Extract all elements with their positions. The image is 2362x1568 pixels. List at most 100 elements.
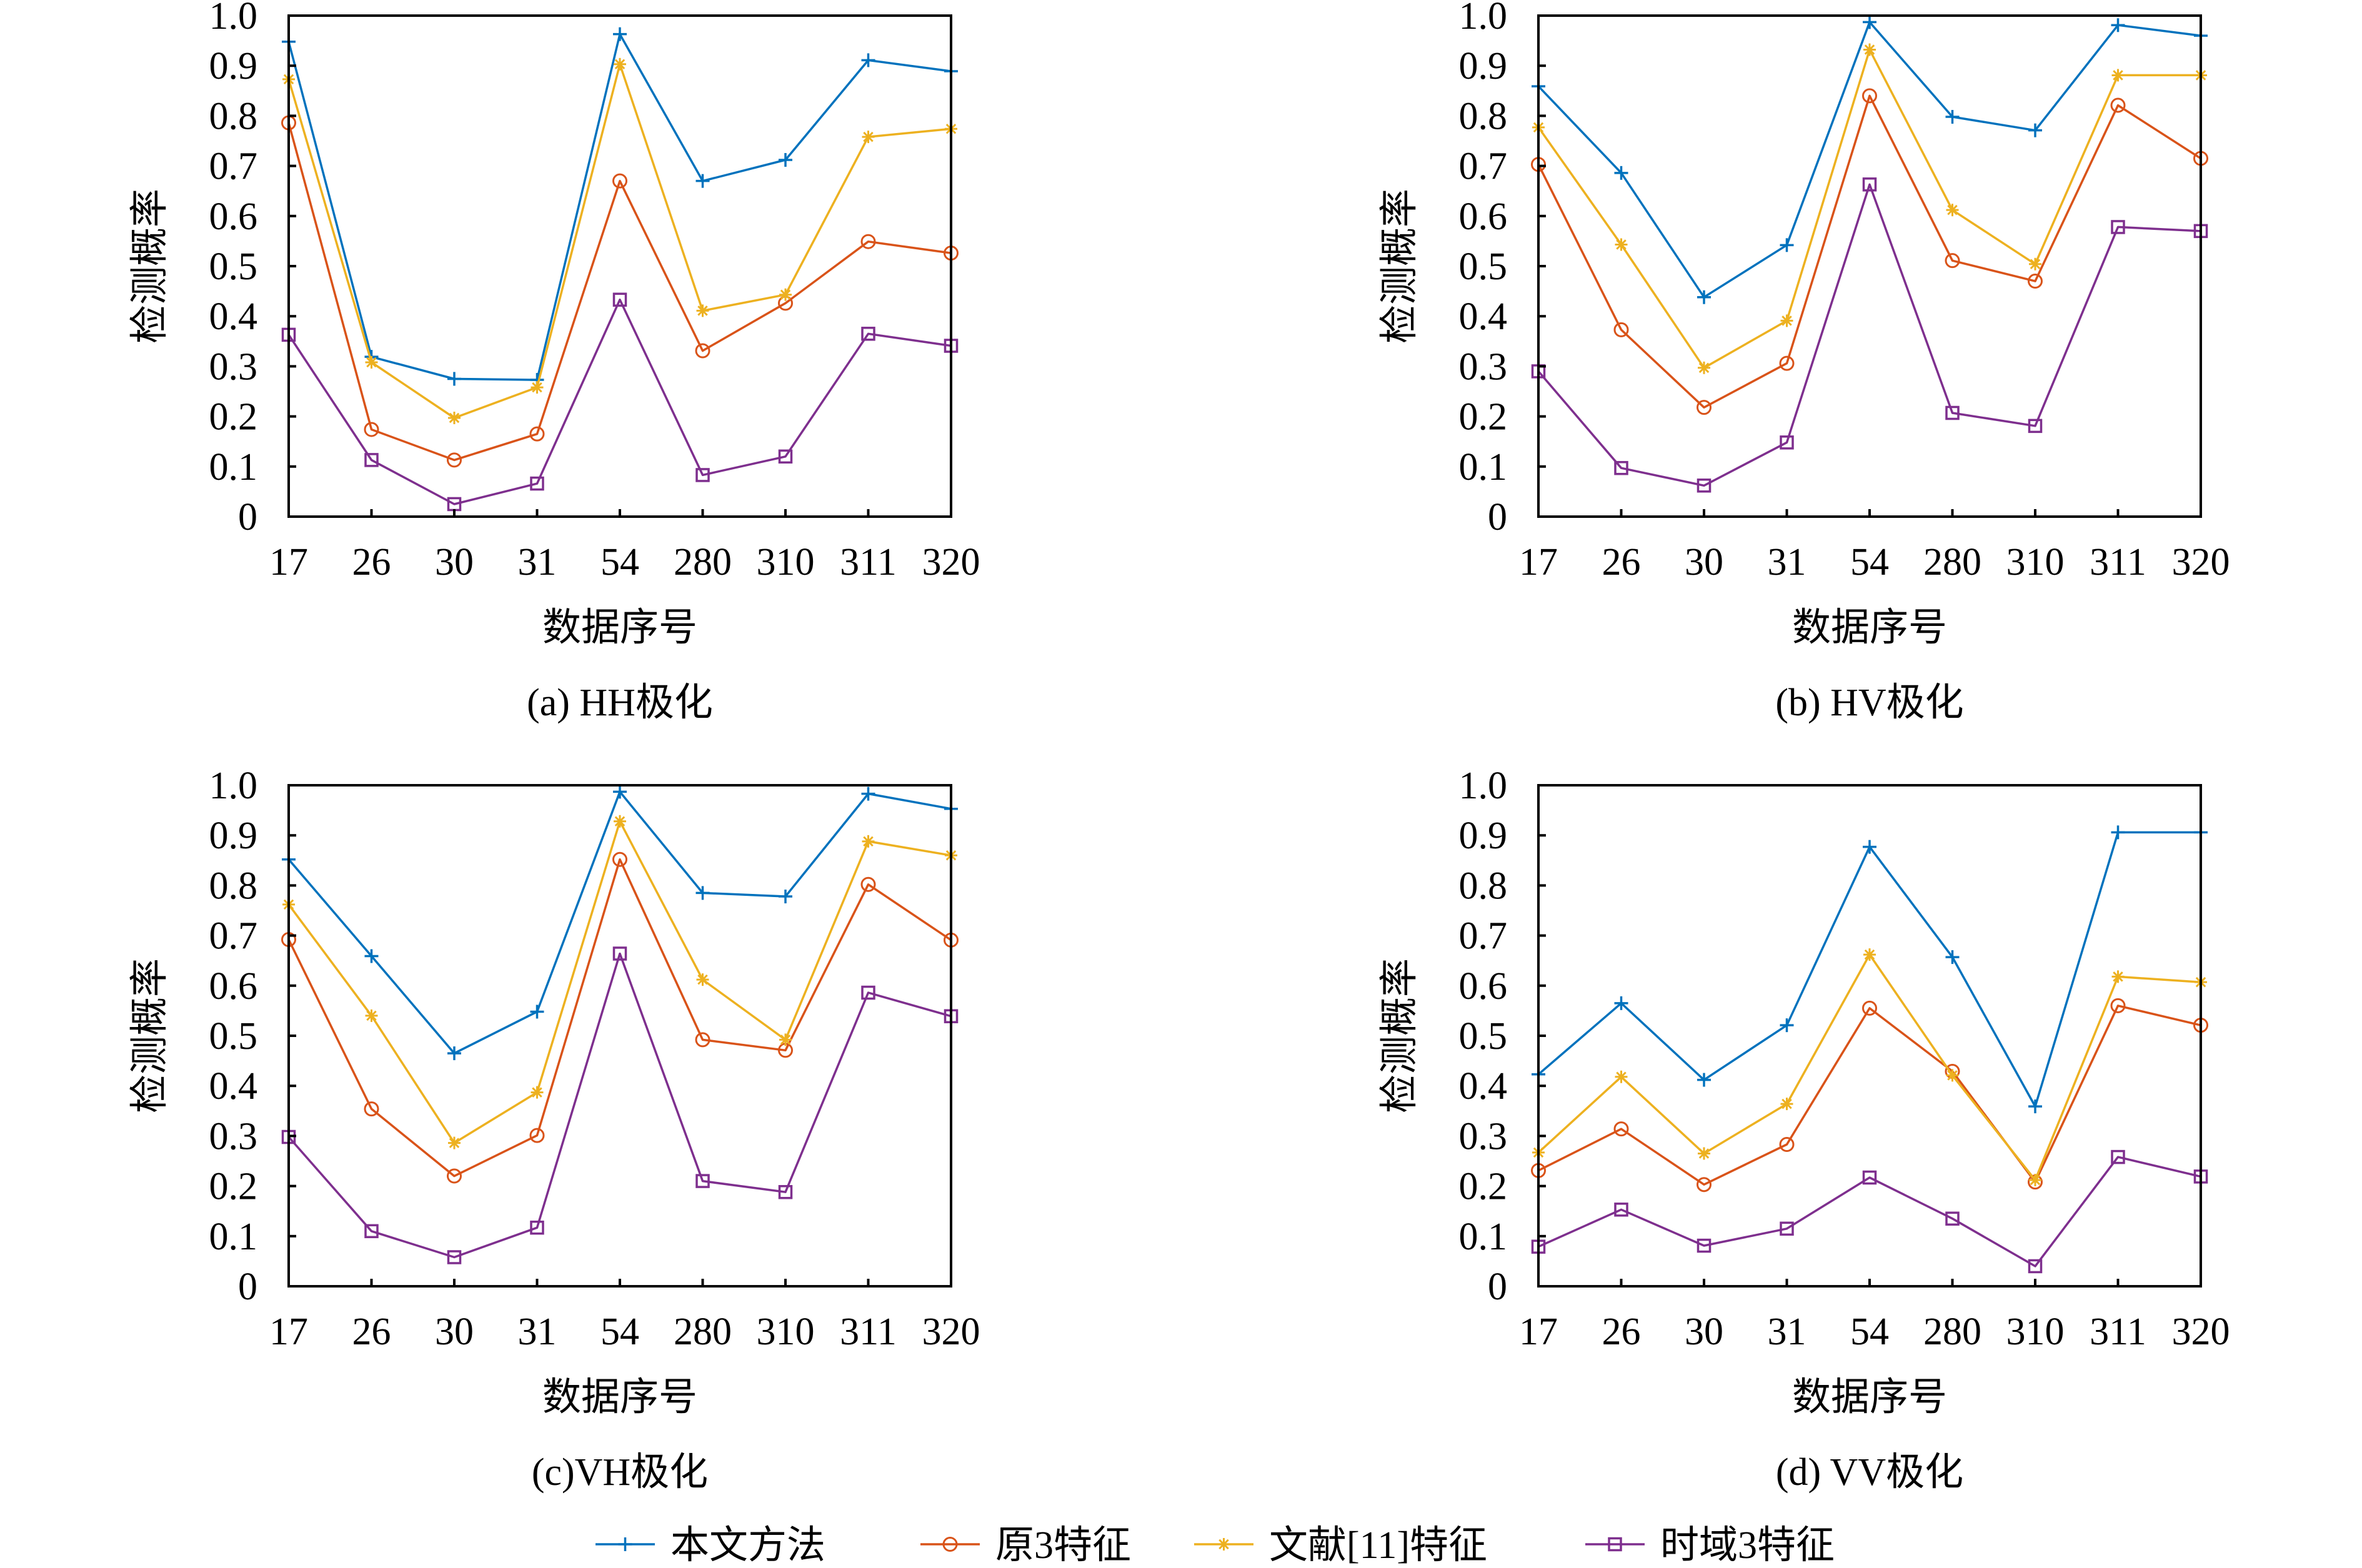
data-point-original-3-features-31	[529, 426, 545, 442]
data-point-ref11-features-280	[696, 973, 709, 986]
data-point-ref11-features-310	[2029, 1173, 2041, 1186]
x-tick-label: 310	[757, 1311, 815, 1353]
data-point-original-3-features-54	[1862, 88, 1877, 104]
legend-label: 原3特征	[995, 1524, 1131, 1567]
data-point-ref11-features-280	[696, 304, 709, 317]
data-point-time-domain-3-features-30	[447, 1250, 462, 1264]
data-point-time-domain-3-features-26	[364, 453, 379, 467]
x-tick-label: 311	[2090, 541, 2146, 583]
x-tick-label: 280	[1923, 541, 1981, 583]
data-point-ref11-features-31	[531, 1086, 544, 1099]
x-tick-label: 280	[1923, 1311, 1981, 1353]
x-tick-label: 30	[1685, 541, 1723, 583]
data-point-ref11-features-30	[448, 1136, 461, 1149]
data-point-time-domain-3-features-280	[1945, 405, 1960, 420]
y-tick-label: 0	[1488, 1266, 1507, 1308]
subplot-b: 0 0.1 0.2 0.3 0.4 0.5 0.6 0.7 0.8 0.9 1.0 17 26 30 31 5…	[1378, 0, 2230, 724]
x-tick-label: 31	[1768, 1311, 1806, 1353]
y-axis-label: 检测概率	[129, 189, 171, 344]
y-tick-label: 0	[238, 1266, 257, 1308]
data-point-original-3-features-280	[695, 343, 710, 359]
series-line-original-3-features	[287, 121, 952, 462]
data-point-original-3-features-26	[1613, 322, 1629, 337]
data-point-ref11-features-31	[1780, 1098, 1793, 1111]
y-axis-label: 检测概率	[129, 958, 171, 1113]
data-point-ref11-features-54	[1863, 43, 1876, 56]
x-tick-label: 26	[1602, 1311, 1641, 1353]
x-axis-label: 数据序号	[1792, 1376, 1947, 1419]
y-tick-label: 0.7	[209, 146, 258, 188]
data-point-proposed-method-311	[861, 53, 875, 67]
subplot-grid: 0 0.1 0.2 0.3 0.4 0.5 0.6 0.7 0.8 0.9 1.0 17 26 30 31 5…	[129, 0, 2230, 1494]
data-point-time-domain-3-features-310	[2028, 419, 2043, 434]
legend-label: 文献[11]特征	[1269, 1524, 1487, 1567]
x-tick-label: 26	[352, 1311, 391, 1353]
data-point-original-3-features-26	[1613, 1121, 1629, 1137]
series-line-time-domain-3-features	[1537, 183, 2202, 487]
data-point-original-3-features-54	[1862, 1000, 1877, 1016]
x-tick-label: 320	[922, 541, 980, 583]
data-point-proposed-method-280	[1945, 110, 1960, 124]
y-tick-label: 0.6	[1459, 965, 1508, 1008]
data-point-time-domain-3-features-280	[695, 468, 710, 482]
data-point-proposed-method-280	[1945, 950, 1960, 965]
x-tick-label: 31	[518, 1311, 557, 1353]
data-point-original-3-features-280	[695, 1032, 710, 1048]
data-point-proposed-method-311	[861, 786, 875, 801]
legend-item-original-3-features: 原3特征	[920, 1524, 1131, 1567]
y-tick-label: 0.5	[209, 246, 258, 288]
data-point-ref11-features-311	[2111, 970, 2125, 983]
legend-label: 时域3特征	[1660, 1524, 1835, 1567]
y-tick-label: 0.5	[1459, 1015, 1508, 1058]
data-point-original-3-features-311	[860, 876, 876, 892]
data-point-original-3-features-30	[447, 452, 462, 468]
data-point-time-domain-3-features-310	[2028, 1259, 2043, 1274]
data-point-original-3-features-30	[447, 1168, 462, 1184]
data-point-ref11-features-54	[614, 57, 626, 71]
x-tick-label: 30	[435, 1311, 474, 1353]
y-tick-label: 0.1	[209, 1216, 258, 1258]
y-tick-label: 0.3	[1459, 1115, 1508, 1158]
y-tick-label: 0.2	[209, 396, 258, 439]
x-axis-label: 数据序号	[542, 607, 697, 649]
legend-item-ref11-features: 文献[11]特征	[1194, 1524, 1487, 1567]
plot-area	[1531, 825, 2208, 1274]
legend-marker-plus-icon	[618, 1537, 632, 1551]
data-point-original-3-features-311	[860, 234, 876, 249]
data-point-ref11-features-26	[1615, 1070, 1628, 1083]
subplot-c: 0 0.1 0.2 0.3 0.4 0.5 0.6 0.7 0.8 0.9 1.0 17 26 30 31 5…	[129, 765, 980, 1494]
x-tick-label: 320	[922, 1311, 980, 1353]
data-point-original-3-features-30	[1697, 400, 1712, 415]
subplot-d: 0 0.1 0.2 0.3 0.4 0.5 0.6 0.7 0.8 0.9 1.0 17 26 30 31 5…	[1378, 765, 2230, 1494]
x-tick-label: 31	[518, 541, 557, 583]
y-tick-label: 0.4	[1459, 1065, 1508, 1108]
y-tick-label: 0.9	[209, 45, 258, 87]
data-point-ref11-features-30	[1698, 361, 1710, 374]
data-point-proposed-method-31	[1780, 238, 1794, 252]
data-point-time-domain-3-features-311	[861, 985, 875, 1000]
y-tick-label: 0.7	[209, 915, 258, 958]
x-tick-label: 17	[269, 541, 308, 583]
x-tick-label: 280	[674, 1311, 732, 1353]
data-point-proposed-method-26	[1614, 996, 1628, 1010]
x-tick-label: 54	[1850, 1311, 1889, 1353]
y-tick-label: 0.4	[209, 295, 258, 338]
data-point-time-domain-3-features-54	[612, 946, 627, 961]
subplot-a: 0 0.1 0.2 0.3 0.4 0.5 0.6 0.7 0.8 0.9 1.0 17 26 30 31 5…	[129, 0, 980, 724]
y-tick-label: 0.1	[1459, 1216, 1508, 1258]
y-tick-label: 0.8	[209, 95, 258, 137]
data-point-ref11-features-280	[1946, 204, 1959, 217]
x-tick-label: 54	[1850, 541, 1889, 583]
data-point-original-3-features-31	[1779, 355, 1795, 371]
series-line-original-3-features	[287, 858, 952, 1178]
x-tick-label: 311	[840, 1311, 897, 1353]
data-point-time-domain-3-features-30	[1697, 479, 1712, 493]
data-point-ref11-features-54	[1863, 948, 1876, 961]
data-point-proposed-method-311	[2111, 825, 2125, 840]
data-point-proposed-method-54	[613, 785, 627, 799]
data-point-time-domain-3-features-54	[1862, 177, 1877, 192]
y-tick-label: 0.1	[1459, 446, 1508, 489]
y-tick-label: 0	[1488, 496, 1507, 538]
data-point-proposed-method-26	[364, 949, 379, 963]
data-point-time-domain-3-features-54	[1862, 1170, 1877, 1185]
